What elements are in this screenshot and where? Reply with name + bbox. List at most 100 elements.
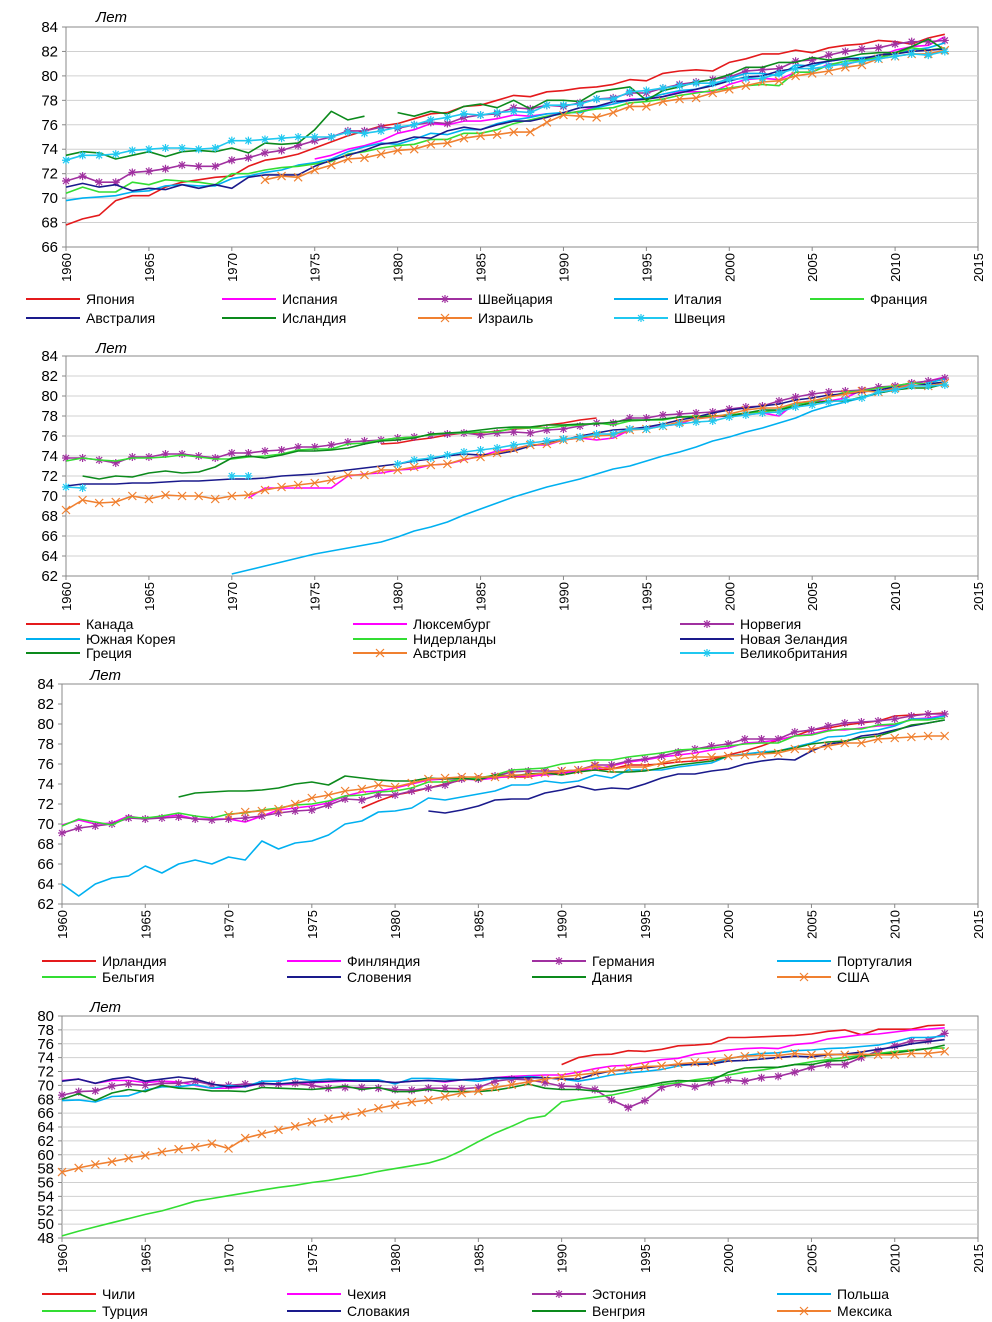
data-point <box>360 129 369 138</box>
data-point <box>491 1077 500 1086</box>
legend-label: США <box>837 969 870 985</box>
data-point <box>257 1129 267 1139</box>
data-point <box>841 59 850 68</box>
data-point <box>390 1100 400 1110</box>
data-point <box>58 1091 66 1100</box>
data-point <box>775 69 784 78</box>
series-line <box>178 719 945 798</box>
data-point <box>340 786 350 796</box>
data-point <box>174 1079 183 1088</box>
x-tick-label: 1985 <box>471 910 486 939</box>
data-point <box>426 139 436 149</box>
data-point <box>675 420 684 428</box>
series-line <box>61 1044 945 1102</box>
data-point <box>708 408 717 416</box>
data-point <box>459 454 469 464</box>
data-point <box>310 443 319 451</box>
x-tick-label: 1965 <box>138 910 153 939</box>
data-point <box>708 417 717 425</box>
data-point <box>144 494 154 504</box>
legend-label: Мексика <box>837 1303 892 1319</box>
data-point <box>775 397 784 405</box>
data-point <box>791 57 800 66</box>
data-point <box>227 449 236 457</box>
data-point <box>341 795 350 803</box>
data-point <box>790 728 799 736</box>
x-tick-label: 1990 <box>556 582 571 611</box>
data-point <box>194 452 203 460</box>
data-point <box>874 717 883 725</box>
data-point <box>790 744 800 754</box>
data-point <box>890 1050 900 1060</box>
legend-label: Новая Зеландия <box>740 631 847 647</box>
legend-entry: Новая Зеландия <box>680 631 847 647</box>
data-point <box>791 71 801 81</box>
data-point <box>493 444 502 452</box>
x-tick-label: 1990 <box>555 910 570 939</box>
data-point <box>374 791 383 799</box>
legend-entry: Южная Корея <box>26 631 176 647</box>
legend-label: Бельгия <box>102 969 154 985</box>
x-tick-label: 1965 <box>138 1244 153 1273</box>
data-point <box>74 1163 84 1173</box>
data-point <box>257 812 266 820</box>
data-point <box>924 710 933 718</box>
y-tick-label: 82 <box>37 696 54 713</box>
data-point <box>457 772 467 782</box>
legend-entry: Испания <box>222 291 338 307</box>
x-tick-label: 1980 <box>388 910 403 939</box>
y-tick-label: 56 <box>37 1175 54 1192</box>
x-tick-label: 1975 <box>308 253 323 282</box>
data-point <box>509 127 519 137</box>
legend-entry: Италия <box>614 291 722 307</box>
data-point <box>808 390 817 398</box>
legend-label: Венгрия <box>592 1303 645 1319</box>
data-point <box>576 433 585 441</box>
data-point <box>907 712 916 720</box>
data-point <box>774 735 783 743</box>
legend-marker <box>703 620 711 628</box>
legend-entry: Ирландия <box>42 953 167 969</box>
data-point <box>857 386 866 394</box>
series-4-7 <box>61 1044 945 1102</box>
data-point <box>191 1077 200 1086</box>
data-point <box>741 74 750 83</box>
legend-label: Австралия <box>86 310 155 326</box>
data-point <box>725 405 734 413</box>
data-point <box>194 162 203 171</box>
data-point <box>841 387 850 395</box>
data-point <box>128 453 137 461</box>
y-tick-label: 72 <box>41 468 58 485</box>
legend-label: Португалия <box>837 953 912 969</box>
data-point <box>757 749 766 759</box>
y-tick-label: 74 <box>37 776 54 793</box>
data-point <box>91 1086 100 1095</box>
data-point <box>157 814 166 822</box>
data-point <box>442 459 452 469</box>
data-point <box>227 491 237 501</box>
data-point <box>592 430 601 438</box>
x-tick-label: 1985 <box>474 582 489 611</box>
data-point <box>141 815 150 823</box>
legend-label: Испания <box>282 291 338 307</box>
data-point <box>459 448 468 456</box>
data-point <box>357 1083 366 1092</box>
x-tick-label: 2010 <box>888 253 903 282</box>
x-tick-label: 2005 <box>804 1244 819 1273</box>
data-point <box>724 740 733 748</box>
data-point <box>343 154 353 164</box>
legend-entry: Словения <box>287 969 411 985</box>
x-tick-label: 1980 <box>391 253 406 282</box>
data-point <box>307 793 317 803</box>
y-tick-label: 76 <box>41 428 58 445</box>
y-tick-label: 64 <box>37 1119 54 1136</box>
y-tick-label: 68 <box>41 508 58 525</box>
data-point <box>174 1144 184 1154</box>
data-point <box>841 47 850 56</box>
data-point <box>940 381 949 389</box>
data-point <box>824 388 833 396</box>
legend-label: Франция <box>870 291 927 307</box>
y-tick-label: 68 <box>41 215 58 232</box>
data-point <box>141 1081 150 1090</box>
data-point <box>393 146 403 155</box>
